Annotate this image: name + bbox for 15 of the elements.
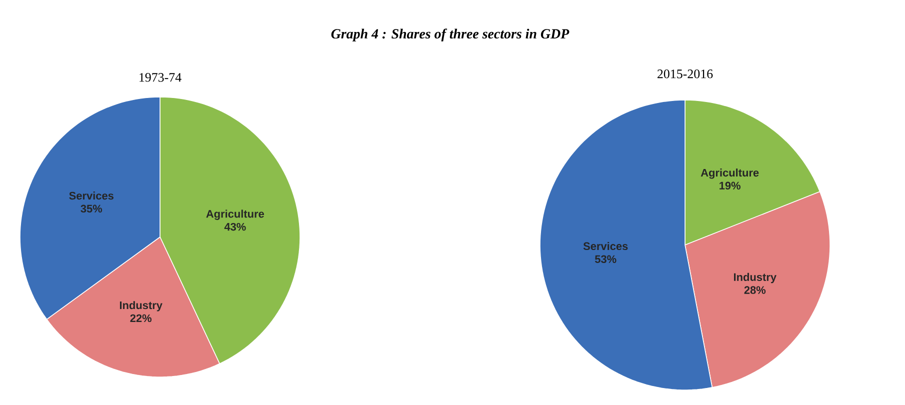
data-label: 43% [224,222,246,231]
slice-label: Services [583,242,628,250]
data-label: 28% [744,286,766,294]
data-label: 53% [594,255,616,264]
slice-label: Services [69,192,114,200]
data-label: 35% [80,204,102,213]
text: Graph 4 : Shares of three sectors in GDP [331,28,570,42]
slice-label: Industry [120,301,162,312]
slice-label: Agriculture [206,210,264,220]
chart-subtitle: 1973-74 [140,73,182,82]
data-label: 19% [720,182,741,190]
slice-label: Agriculture [700,168,759,179]
chart-title: 2015-2016 [658,70,713,78]
data-label: 22% [130,314,152,322]
slice-label: Industry [734,272,776,284]
